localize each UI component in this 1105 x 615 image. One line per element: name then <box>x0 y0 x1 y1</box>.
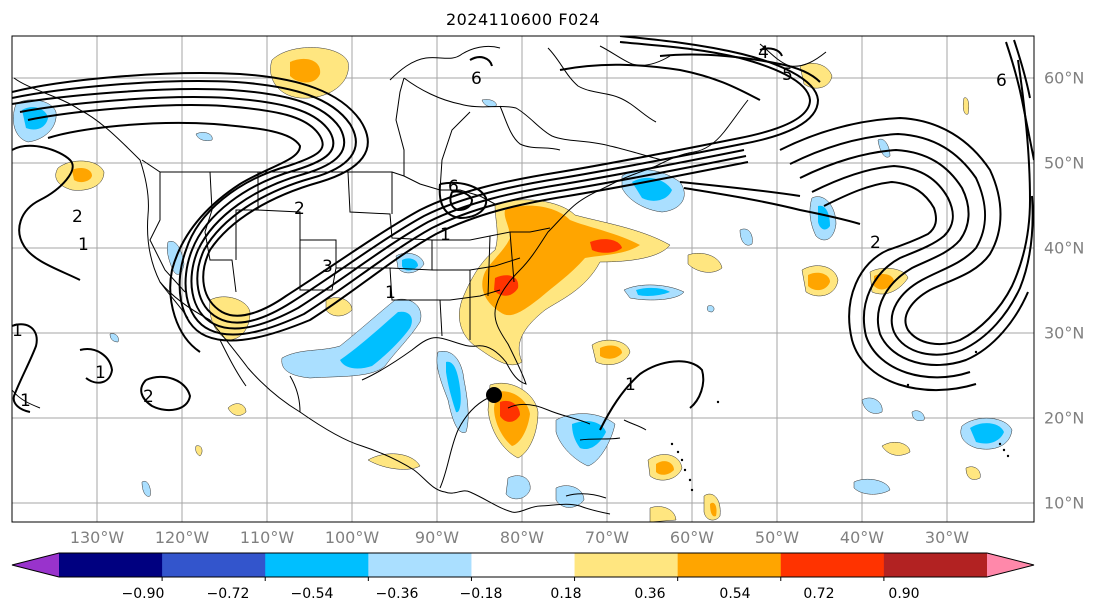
colorbar-tick-label: 0.72 <box>803 586 835 602</box>
colorbar-segment <box>883 553 988 577</box>
storm-center-dot <box>486 387 502 403</box>
contour-label: 4 <box>758 43 769 63</box>
lat-label: 60°N <box>1044 68 1085 88</box>
lon-label: 130°W <box>69 528 125 547</box>
lat-label: 40°N <box>1044 238 1085 258</box>
contour-label: 1 <box>78 235 89 255</box>
contour-label: 1 <box>440 225 451 245</box>
colorbar-tick-label: −0.36 <box>375 586 419 602</box>
colorbar-outline <box>11 552 1035 578</box>
colorbar-tick-label: −0.54 <box>290 586 334 602</box>
contour-label: 5 <box>782 65 793 85</box>
lon-label: 60°W <box>669 528 715 547</box>
colorbar-segment <box>265 553 369 577</box>
islands <box>670 350 1010 492</box>
lon-label: 120°W <box>154 528 210 547</box>
colorbar-tick-label: −0.18 <box>459 586 503 602</box>
lon-label: 100°W <box>324 528 380 547</box>
colorbar-segment <box>574 553 679 577</box>
lon-label: 30°W <box>924 528 970 547</box>
contour-label: 3 <box>322 257 333 277</box>
contour-label: 2 <box>294 199 305 219</box>
colorbar-segment <box>780 553 885 577</box>
lon-label: 110°W <box>239 528 295 547</box>
contour-labels: 6 5 4 2 1 6 3 2 1 1 2 1 1 2 1 6 1 <box>12 43 1007 411</box>
colorbar-tick-label: −0.72 <box>206 586 250 602</box>
colorbar-tick-label: 0.90 <box>888 586 920 602</box>
colorbar-segment <box>368 553 472 577</box>
lon-label: 90°W <box>414 528 460 547</box>
contour-label: 1 <box>385 283 396 303</box>
contour-label: 2 <box>72 207 83 227</box>
anomaly-shading <box>13 47 1013 522</box>
lon-label: 80°W <box>499 528 545 547</box>
contours <box>12 36 1034 431</box>
contour-label: 6 <box>448 177 459 197</box>
colorbar-tick-label: 0.54 <box>719 586 751 602</box>
coastlines <box>12 43 827 515</box>
map-frame <box>11 35 1035 523</box>
colorbar-extend-high <box>987 553 1034 577</box>
map-title: 2024110600 F024 <box>445 10 601 29</box>
colorbar-tick-label: 0.36 <box>634 586 666 602</box>
contour-label: 1 <box>625 375 636 395</box>
colorbar-tick-label: −0.90 <box>121 586 165 602</box>
colorbar-segment <box>162 553 266 577</box>
colorbar-segment <box>471 553 576 577</box>
lat-label: 50°N <box>1044 153 1085 173</box>
contour-label: 6 <box>996 71 1007 91</box>
contour-label: 6 <box>471 69 482 89</box>
contour-label: 1 <box>20 391 31 411</box>
colorbar-extend-low <box>12 553 59 577</box>
lon-label: 70°W <box>584 528 630 547</box>
lat-label: 30°N <box>1044 323 1085 343</box>
lon-label: 50°W <box>754 528 800 547</box>
contour-label: 1 <box>95 363 106 383</box>
contour-label: 1 <box>12 321 23 341</box>
lat-label: 10°N <box>1044 493 1085 513</box>
colorbar-segment <box>677 553 782 577</box>
contour-label: 2 <box>870 233 881 253</box>
contour-label: 2 <box>143 387 154 407</box>
colorbar-segment <box>59 553 163 577</box>
colorbar-tick-label: 0.18 <box>550 586 582 602</box>
colorbar <box>11 552 1035 581</box>
lat-label: 20°N <box>1044 408 1085 428</box>
lon-label: 40°W <box>839 528 885 547</box>
